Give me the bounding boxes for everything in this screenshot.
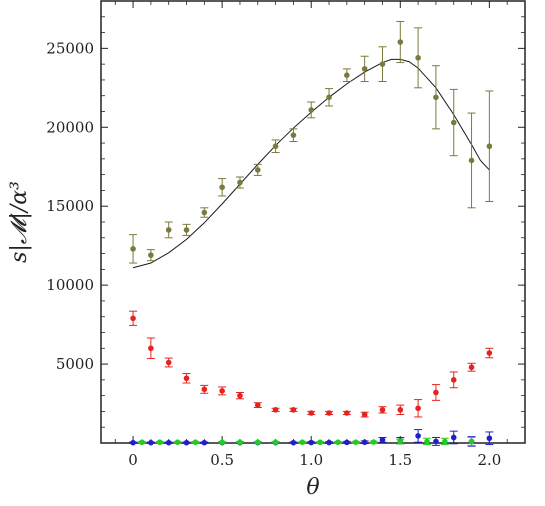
tick-labels: 0 0.5 1.0 1.5 2.0 5000 10000 15000 20000 25000 xyxy=(46,39,501,469)
data-point xyxy=(424,438,430,445)
data-point xyxy=(201,439,208,446)
data-point xyxy=(130,246,136,252)
data-point xyxy=(272,143,279,150)
data-point xyxy=(397,407,404,413)
data-point xyxy=(254,439,261,446)
data-point xyxy=(272,439,279,446)
plot-frame xyxy=(100,0,526,444)
data-point xyxy=(486,350,493,356)
data-point xyxy=(148,439,154,446)
data-point xyxy=(397,39,404,45)
data-point xyxy=(335,439,341,446)
data-point xyxy=(237,179,243,186)
data-point xyxy=(174,439,181,446)
data-point xyxy=(379,437,386,443)
data-point xyxy=(361,66,368,72)
data-point xyxy=(352,439,359,446)
data-point xyxy=(201,209,208,216)
series-0 xyxy=(129,21,494,264)
y-tick-label: 10000 xyxy=(46,276,94,294)
data-point xyxy=(237,392,243,399)
data-point xyxy=(183,375,190,382)
axis-ticks xyxy=(101,1,525,443)
data-point xyxy=(415,55,421,61)
data-point xyxy=(326,94,332,101)
data-point xyxy=(326,410,332,416)
data-point xyxy=(468,364,475,371)
data-point xyxy=(433,389,439,396)
data-point xyxy=(415,405,421,412)
y-tick-label: 25000 xyxy=(46,39,94,57)
data-point xyxy=(201,386,208,393)
data-point xyxy=(450,377,457,383)
data-point xyxy=(148,252,154,258)
data-point xyxy=(237,439,243,446)
data-point xyxy=(165,227,172,233)
data-point xyxy=(290,407,297,413)
series-1 xyxy=(129,310,494,418)
data-point xyxy=(450,434,457,441)
data-point xyxy=(433,94,439,101)
data-point xyxy=(156,439,163,446)
data-point xyxy=(254,167,261,173)
fit-curve-line xyxy=(132,58,490,269)
data-point xyxy=(450,119,457,126)
x-tick-label: 2.0 xyxy=(477,451,501,469)
data-point xyxy=(130,439,136,446)
data-point xyxy=(344,72,350,78)
data-point xyxy=(468,157,475,164)
data-point xyxy=(290,439,297,446)
data-point xyxy=(326,439,332,446)
data-point xyxy=(192,439,199,446)
data-point xyxy=(486,143,493,150)
y-tick-label: 15000 xyxy=(46,197,94,215)
data-point xyxy=(379,61,386,67)
data-point xyxy=(183,439,190,446)
data-point xyxy=(397,438,404,445)
data-point xyxy=(344,410,350,416)
data-point xyxy=(299,439,306,446)
data-point xyxy=(344,439,350,446)
x-tick-label: 0 xyxy=(128,451,138,469)
x-axis-title: θ xyxy=(306,475,319,500)
data-point xyxy=(308,439,315,446)
series-3 xyxy=(137,436,476,446)
data-point xyxy=(442,438,448,445)
data-point xyxy=(219,388,225,394)
data-point xyxy=(379,407,386,413)
data-point xyxy=(361,439,368,446)
data-point xyxy=(148,345,154,352)
data-points-layer xyxy=(129,21,494,447)
data-point xyxy=(317,439,323,446)
y-tick-label: 5000 xyxy=(56,355,94,373)
data-point xyxy=(468,438,475,445)
x-tick-label: 0.5 xyxy=(210,451,234,469)
fit-curve-layer xyxy=(132,58,490,269)
data-point xyxy=(254,402,261,408)
data-point xyxy=(165,359,172,366)
x-tick-label: 1.0 xyxy=(299,451,323,469)
data-point xyxy=(219,439,225,446)
data-point xyxy=(370,439,377,445)
data-point xyxy=(433,438,439,445)
data-point xyxy=(486,435,493,442)
data-point xyxy=(361,411,368,418)
data-point xyxy=(219,184,225,191)
x-tick-label: 1.5 xyxy=(388,451,412,469)
data-point xyxy=(308,410,315,416)
data-point xyxy=(415,433,421,439)
data-point xyxy=(290,132,297,138)
data-point xyxy=(139,439,145,446)
data-point xyxy=(272,407,279,413)
data-point xyxy=(130,315,136,322)
data-point xyxy=(165,439,172,446)
data-point xyxy=(183,227,190,233)
y-tick-label: 20000 xyxy=(46,118,94,136)
data-point xyxy=(308,107,315,113)
y-axis-title: s|𝓜|/α³ xyxy=(7,181,32,263)
